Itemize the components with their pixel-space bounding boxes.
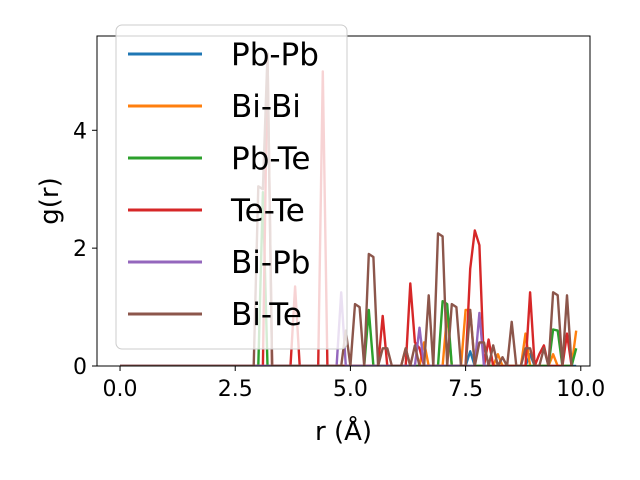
x-tick-label: 5.0 — [333, 377, 368, 402]
x-tick-label: 7.5 — [448, 377, 483, 402]
legend-entry-label: Bi-Bi — [231, 89, 301, 125]
x-axis-label: r (Å) — [315, 415, 372, 447]
x-tick-label: 0.0 — [103, 377, 138, 402]
legend-entry-label: Bi-Te — [231, 297, 302, 333]
legend: Pb-Pb Bi-Bi Pb-Te Te-Te Bi-Pb Bi-Te — [115, 24, 348, 350]
x-tick-label: 2.5 — [218, 377, 253, 402]
x-tick-label: 10.0 — [556, 377, 605, 402]
legend-entry-label: Te-Te — [230, 193, 305, 229]
legend-entry-label: Pb-Pb — [231, 37, 319, 73]
series-line-bi-te — [120, 52, 573, 366]
legend-entry-label: Pb-Te — [231, 141, 310, 177]
y-axis-label: g(r) — [35, 177, 65, 224]
x-axis-ticks: 0.0 2.5 5.0 7.5 10.0 — [103, 366, 605, 402]
series-line-pb-te — [120, 190, 578, 366]
legend-entry-label: Bi-Pb — [231, 245, 310, 281]
y-axis-ticks: 0 2 4 — [73, 119, 97, 380]
y-tick-label: 0 — [73, 355, 87, 380]
y-tick-label: 2 — [73, 237, 87, 262]
y-tick-label: 4 — [73, 119, 87, 144]
